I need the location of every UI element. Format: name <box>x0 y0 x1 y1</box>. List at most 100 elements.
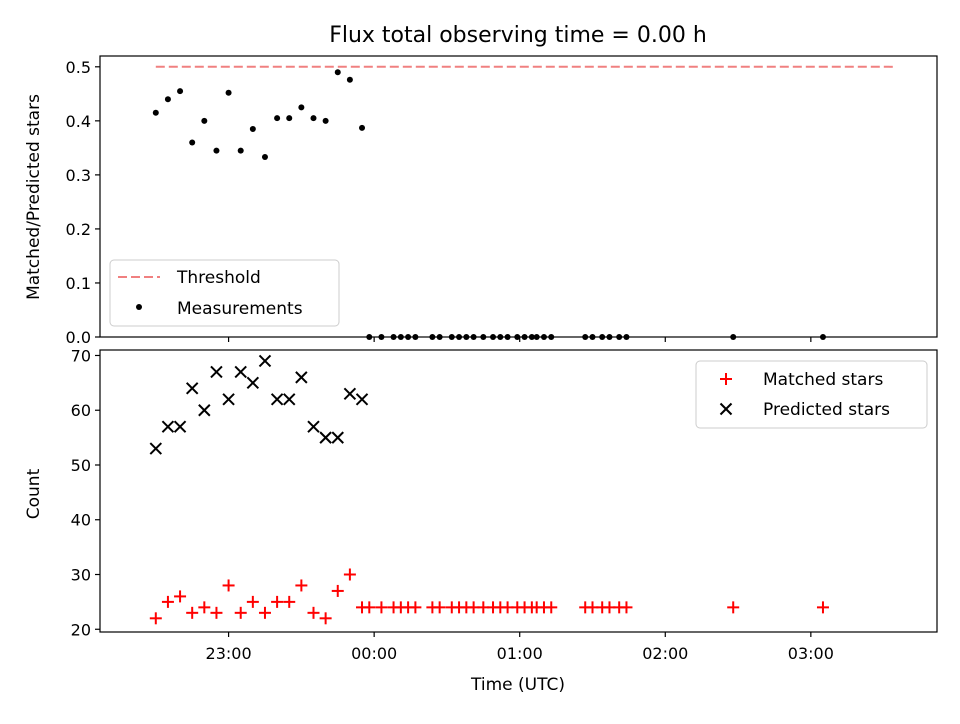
measurement-point <box>436 334 443 340</box>
predicted-star-point-b <box>258 354 272 368</box>
matched-star-point <box>246 595 259 608</box>
matched-star-point <box>210 606 223 619</box>
predicted-star-point-b <box>319 431 332 444</box>
legend-predicted-swatch <box>719 402 733 416</box>
measurement-point <box>606 334 613 340</box>
matched-star-point <box>620 601 633 614</box>
predicted-star-point <box>331 431 344 444</box>
measurement-point <box>819 334 826 340</box>
predicted-star-point <box>355 393 369 406</box>
matched-star-point <box>363 601 376 614</box>
measurement-point <box>366 334 373 340</box>
predicted-star-point <box>258 354 272 368</box>
predicted-star-point <box>246 376 260 390</box>
measurement-point <box>249 125 256 132</box>
bottom-y-tick-label: 70 <box>71 346 91 365</box>
measurement-point <box>164 96 171 103</box>
matched-star-point <box>295 579 308 592</box>
measurement-point <box>152 109 159 116</box>
predicted-star-point-b <box>270 393 284 406</box>
predicted-star-point <box>270 393 284 406</box>
predicted-star-point <box>222 393 235 406</box>
measurement-point <box>225 89 232 96</box>
top-legend-box <box>109 259 340 327</box>
bottom-x-tick-label: 01:00 <box>497 644 543 663</box>
measurement-point <box>448 334 455 340</box>
predicted-star-point-b <box>331 431 344 444</box>
measurement-point <box>490 334 497 340</box>
measurement-point <box>237 147 244 154</box>
measurement-point <box>412 334 419 340</box>
measurement-point <box>589 334 596 340</box>
measurement-point <box>390 334 397 340</box>
measurement-point <box>378 334 385 340</box>
top-y-tick-label: 0.5 <box>66 58 91 77</box>
matched-star-point <box>545 601 558 614</box>
matched-star-point <box>186 606 199 619</box>
legend-matched-label: Matched stars <box>763 370 883 390</box>
predicted-star-point <box>173 420 187 433</box>
measurement-point <box>623 334 630 340</box>
bottom-legend-box <box>695 360 928 429</box>
top-y-tick-label: 0.3 <box>66 166 91 185</box>
predicted-star-point-b <box>355 393 369 406</box>
measurement-point <box>480 334 487 340</box>
matched-star-point <box>319 612 332 625</box>
measurement-point <box>540 334 547 340</box>
measurement-point <box>497 334 504 340</box>
predicted-star-point <box>234 365 247 379</box>
predicted-star-point-b <box>173 420 187 433</box>
measurement-point <box>405 334 412 340</box>
measurement-point <box>599 334 606 340</box>
predicted-star-point <box>307 420 320 433</box>
predicted-star-point-b <box>234 365 247 379</box>
measurement-point <box>521 334 528 340</box>
legend-predicted-swatch-b <box>719 402 733 416</box>
measurement-point <box>177 88 184 95</box>
matched-star-point <box>727 601 740 614</box>
measurement-point <box>298 104 305 111</box>
measurement-point <box>504 334 511 340</box>
predicted-star-point-b <box>185 382 199 395</box>
predicted-star-point <box>198 404 211 417</box>
legend-measurements-swatch <box>136 304 142 310</box>
measurement-point <box>261 154 268 161</box>
measurement-point <box>213 147 220 154</box>
top-y-tick-label: 0.4 <box>66 112 91 131</box>
measurement-point <box>514 334 521 340</box>
measurement-point <box>310 115 317 122</box>
matched-star-point <box>198 601 211 614</box>
bottom-legend: Matched stars Predicted stars <box>695 360 928 429</box>
matched-star-point <box>258 606 271 619</box>
chart-title: Flux total observing time = 0.00 h <box>329 23 707 48</box>
matched-star-point <box>433 601 446 614</box>
bottom-x-tick-label: 02:00 <box>642 644 688 663</box>
top-y-tick-label: 0.0 <box>66 328 91 347</box>
matched-star-point <box>343 568 356 581</box>
predicted-star-point-b <box>161 420 175 433</box>
predicted-star-point <box>295 371 308 384</box>
measurement-point <box>429 334 436 340</box>
predicted-star-point-b <box>343 387 357 401</box>
bottom-x-tick-label: 03:00 <box>788 644 834 663</box>
top-y-tick-label: 0.1 <box>66 274 91 293</box>
legend-predicted-label: Predicted stars <box>763 400 890 420</box>
matched-star-point <box>409 601 422 614</box>
predicted-star-point <box>149 442 163 455</box>
x-axis-label: Time (UTC) <box>470 675 565 695</box>
predicted-star-point-b <box>149 442 163 455</box>
top-panel: 0.0 0.1 0.2 0.3 0.4 0.5 Threshold Measurements <box>66 55 938 347</box>
measurement-point <box>470 334 477 340</box>
bottom-y-tick-label: 40 <box>71 511 91 530</box>
matched-star-point <box>149 612 162 625</box>
predicted-star-point-b <box>210 365 223 379</box>
bottom-y-axis-label: Count <box>24 468 44 519</box>
matched-star-point <box>174 590 187 603</box>
measurement-point <box>334 69 341 76</box>
top-y-axis-label: Matched/Predicted stars <box>24 94 44 300</box>
predicted-star-point <box>161 420 175 433</box>
legend-threshold-label: Threshold <box>176 268 261 288</box>
predicted-star-point <box>343 387 357 401</box>
